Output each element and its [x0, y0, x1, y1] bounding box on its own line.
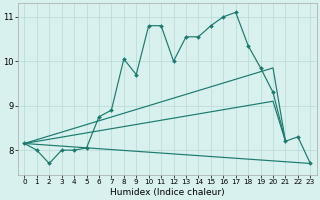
X-axis label: Humidex (Indice chaleur): Humidex (Indice chaleur)	[110, 188, 225, 197]
